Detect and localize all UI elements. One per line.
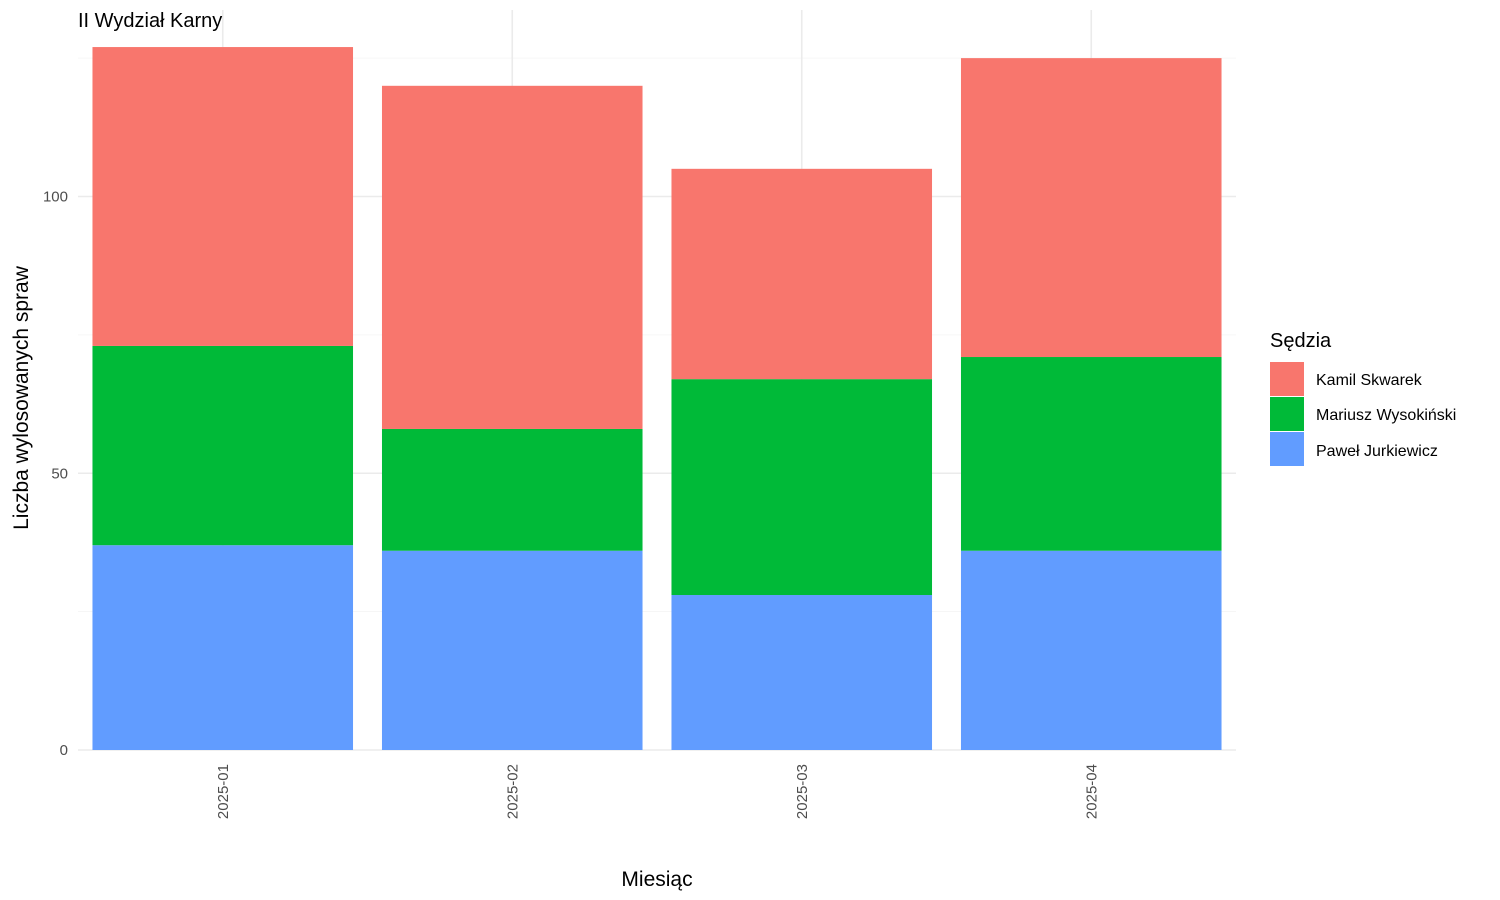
x-axis-ticks: 2025-01 2025-02 2025-03 2025-04: [215, 764, 1101, 819]
legend-label-kamil-skwarek: Kamil Skwarek: [1316, 372, 1423, 389]
bar-segment: [381, 550, 643, 750]
bar-segment: [960, 58, 1222, 358]
legend: Sędzia Kamil Skwarek Mariusz Wysokiński …: [1270, 330, 1456, 466]
y-tick-label: 100: [43, 189, 68, 206]
legend-key-mariusz-wysokinski: [1270, 397, 1304, 431]
y-tick-label: 0: [60, 742, 68, 759]
bar-segment: [381, 428, 643, 551]
bar-segment: [92, 47, 354, 346]
chart-title: II Wydział Karny: [78, 10, 222, 32]
legend-label-mariusz-wysokinski: Mariusz Wysokiński: [1316, 407, 1456, 424]
legend-key-pawel-jurkiewicz: [1270, 432, 1304, 466]
legend-title: Sędzia: [1270, 330, 1332, 352]
y-axis-ticks: 0 50 100: [43, 189, 68, 760]
bar-segment: [671, 168, 933, 380]
y-tick-label: 50: [51, 465, 68, 482]
bar-segment: [671, 379, 933, 596]
bars: [92, 47, 1222, 750]
x-axis-title: Miesiąc: [621, 868, 692, 891]
bar-segment: [960, 550, 1222, 750]
legend-key-kamil-skwarek: [1270, 362, 1304, 396]
bar-segment: [671, 595, 933, 750]
bar-segment: [960, 357, 1222, 551]
y-axis-title: Liczba wylosowanych spraw: [10, 265, 33, 530]
x-tick-label: 2025-04: [1083, 764, 1100, 819]
bar-segment: [381, 85, 643, 429]
bar-segment: [92, 345, 354, 546]
bar-segment: [92, 545, 354, 750]
x-tick-label: 2025-01: [215, 764, 232, 819]
x-tick-label: 2025-02: [504, 764, 521, 819]
x-tick-label: 2025-03: [794, 764, 811, 819]
legend-label-pawel-jurkiewicz: Paweł Jurkiewicz: [1316, 443, 1438, 460]
